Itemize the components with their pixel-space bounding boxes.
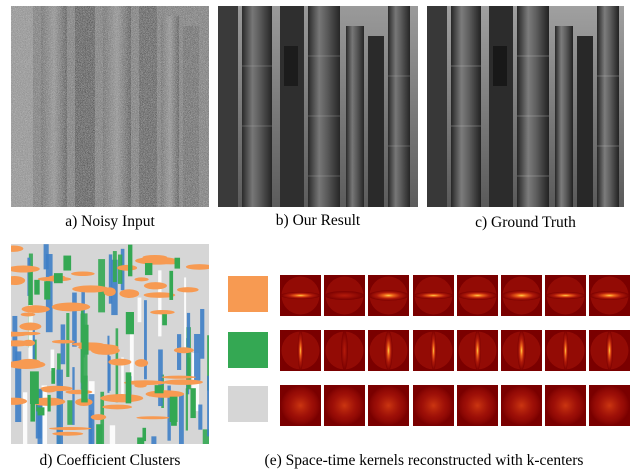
kernel-green-4 [413,330,454,371]
kernel-gray-3 [368,385,409,426]
kernel-gray-8 [589,385,630,426]
kernel-orange-6 [501,275,542,316]
kernel-gray-4 [413,385,454,426]
cluster-swatch-gray [228,386,268,422]
noisy-input-image [11,6,209,207]
caption-noisy-input: a) Noisy Input [11,213,209,231]
kernel-green-1 [280,330,321,371]
kernel-orange-3 [368,275,409,316]
cluster-swatch-green [228,332,268,368]
kernel-orange-2 [324,275,365,316]
caption-our-result: b) Our Result [218,212,418,230]
cluster-swatch-orange [228,276,268,312]
kernel-gray-1 [280,385,321,426]
our-result-image [218,6,418,207]
caption-kernels: (e) Space-time kernels reconstructed wit… [222,452,626,470]
caption-ground-truth: c) Ground Truth [427,214,624,232]
kernel-orange-1 [280,275,321,316]
kernel-green-5 [457,330,498,371]
kernel-orange-4 [413,275,454,316]
kernel-green-8 [589,330,630,371]
kernel-gray-2 [324,385,365,426]
kernel-green-6 [501,330,542,371]
kernel-gray-5 [457,385,498,426]
kernel-green-3 [368,330,409,371]
kernel-orange-5 [457,275,498,316]
kernel-orange-8 [589,275,630,316]
kernel-green-7 [545,330,586,371]
caption-coefficient-clusters: d) Coefficient Clusters [4,452,216,470]
kernel-green-2 [324,330,365,371]
kernel-gray-7 [545,385,586,426]
kernel-gray-6 [501,385,542,426]
ground-truth-image [427,6,624,207]
kernel-orange-7 [545,275,586,316]
coefficient-clusters-image [11,244,209,444]
